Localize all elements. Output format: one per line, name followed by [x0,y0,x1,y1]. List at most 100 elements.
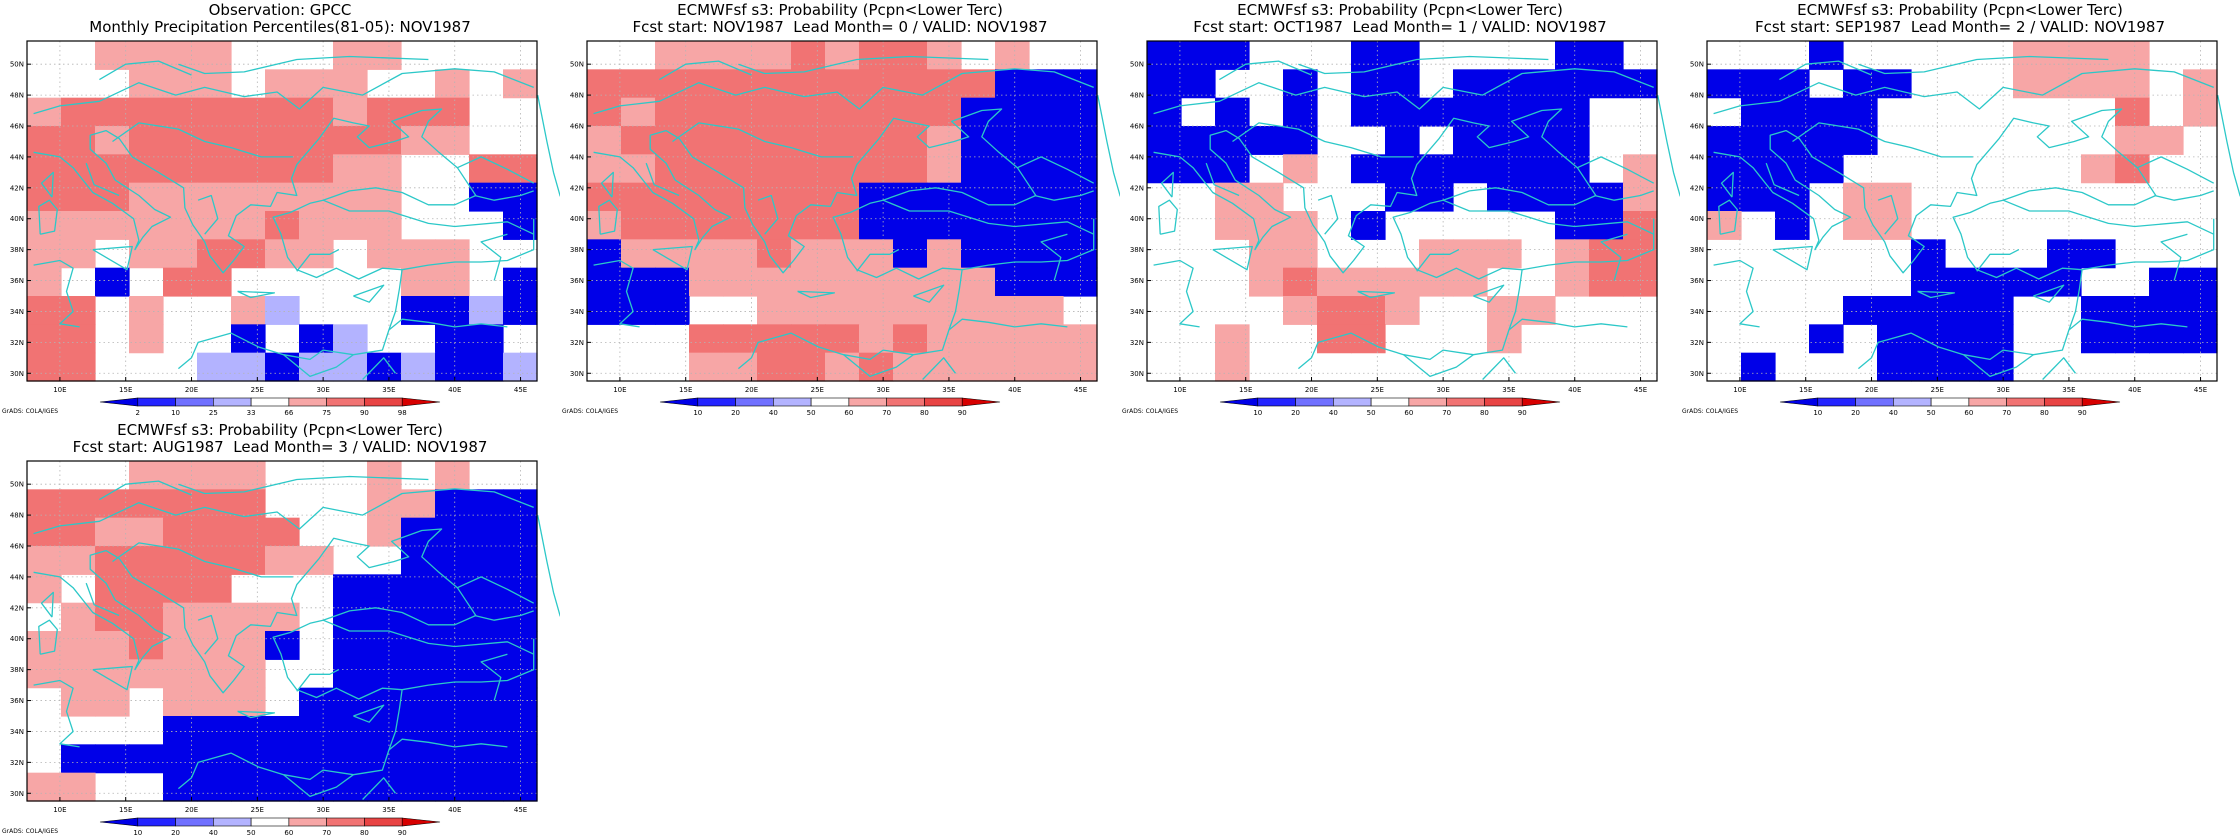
coastline [593,259,640,328]
lat-label: 30N [10,370,24,378]
panel-title-line2: Fcst start: OCT1987 Lead Month= 1 / VALI… [1193,18,1607,36]
lat-label: 38N [10,246,24,254]
grid-cell [61,489,96,519]
coastline [237,710,276,719]
coastline [40,591,54,618]
grid-cell [689,182,724,212]
grid-cell [163,267,198,297]
lat-label: 40N [570,215,584,223]
coastline [33,488,534,535]
colorbar-label: 66 [284,409,293,417]
colorbar-label: 40 [1889,409,1898,417]
coastline [457,156,535,184]
lat-label: 38N [10,666,24,674]
grid-cell [95,267,130,297]
colorbar-segment [137,817,176,827]
grid-cell [231,716,266,745]
lat-label: 36N [1130,277,1144,285]
colorbar-segment [1370,397,1410,407]
grid-cell [333,716,368,745]
grid-cell [435,296,470,325]
grid-cell [825,126,860,155]
lat-label: 30N [1130,370,1144,378]
lon-label: 25E [1931,386,1944,394]
grid-cell [163,716,198,745]
grid-cell [1283,267,1318,297]
grid-cell [1487,97,1522,127]
grid-cell [163,182,198,212]
colorbar-label: 2 [136,409,140,417]
grid-cell [961,126,996,155]
grid-cell [893,267,928,297]
grid-cell [1419,182,1454,212]
grid-cell [401,631,436,660]
grid-cell [1911,324,1946,354]
coastline [33,528,477,790]
lat-label: 44N [1690,153,1704,161]
grid-cell [333,211,368,240]
grid-cell [1419,154,1454,184]
grid-cell [367,97,402,127]
grid-cell [961,211,996,240]
grid-cell [401,489,436,519]
grid-cell [333,574,368,604]
grid-cell [655,69,690,99]
grid-cell [689,211,724,240]
colorbar-label: 10 [693,409,702,417]
grid-cell [1317,324,1352,354]
grid-cell [129,574,164,604]
grid-cell [469,659,504,689]
grid-cell [27,296,62,325]
grid-cell [367,772,402,802]
grid-cell [27,659,62,689]
grid-cell [435,716,470,745]
grid-cell [1249,239,1284,269]
grid-cell [1351,69,1386,99]
lat-label: 36N [10,697,24,705]
map-panel-lead3: 50N 48N 46N 44N 42N 40N 38N 36N 34N 32N 30N 10E 15E 2… [0,420,560,840]
coastline [2002,199,2214,235]
coastline [843,354,914,378]
colorbar-label: 80 [360,829,369,837]
grid-cell [2149,296,2184,325]
grid-cell [197,744,232,774]
coastline [85,162,120,197]
grid-cell [689,239,724,269]
coastline [1416,249,1460,272]
coastline [593,68,1094,115]
coastline [480,233,508,281]
grid-cell [1283,239,1318,269]
coastline [1594,190,1654,201]
grid-cell [469,602,504,632]
coastline [961,218,1095,271]
lat-label: 40N [10,215,24,223]
grid-cell [367,687,402,717]
lat-label: 46N [10,543,24,551]
grid-cell [299,546,334,575]
coastline [1877,194,1899,235]
grid-cell [621,69,656,99]
grid-cell [503,687,538,717]
grid-cell [1707,126,1742,155]
grid-cell [27,772,62,802]
grid-cell [1877,69,1912,99]
grid-cell [1147,69,1182,99]
coastline [33,259,80,328]
lon-label: 10E [1733,386,1746,394]
colorbar-segment [1295,397,1334,407]
colorbar-segment [1930,397,1970,407]
grid-cell [1843,97,1878,127]
coastline [600,171,614,198]
coastline [1482,357,1517,380]
grid-cell [791,239,826,269]
grid-cell [1453,239,1488,269]
colorbar-label: 90 [398,829,407,837]
colorbar-segment [1779,397,1819,407]
grid-cell [299,772,334,802]
lon-label: 30E [1996,386,2009,394]
grid-cell [333,324,368,354]
lon-label: 35E [382,386,395,394]
colorbar-segment [1257,397,1296,407]
lon-label: 40E [448,806,461,814]
grid-cell [401,659,436,689]
